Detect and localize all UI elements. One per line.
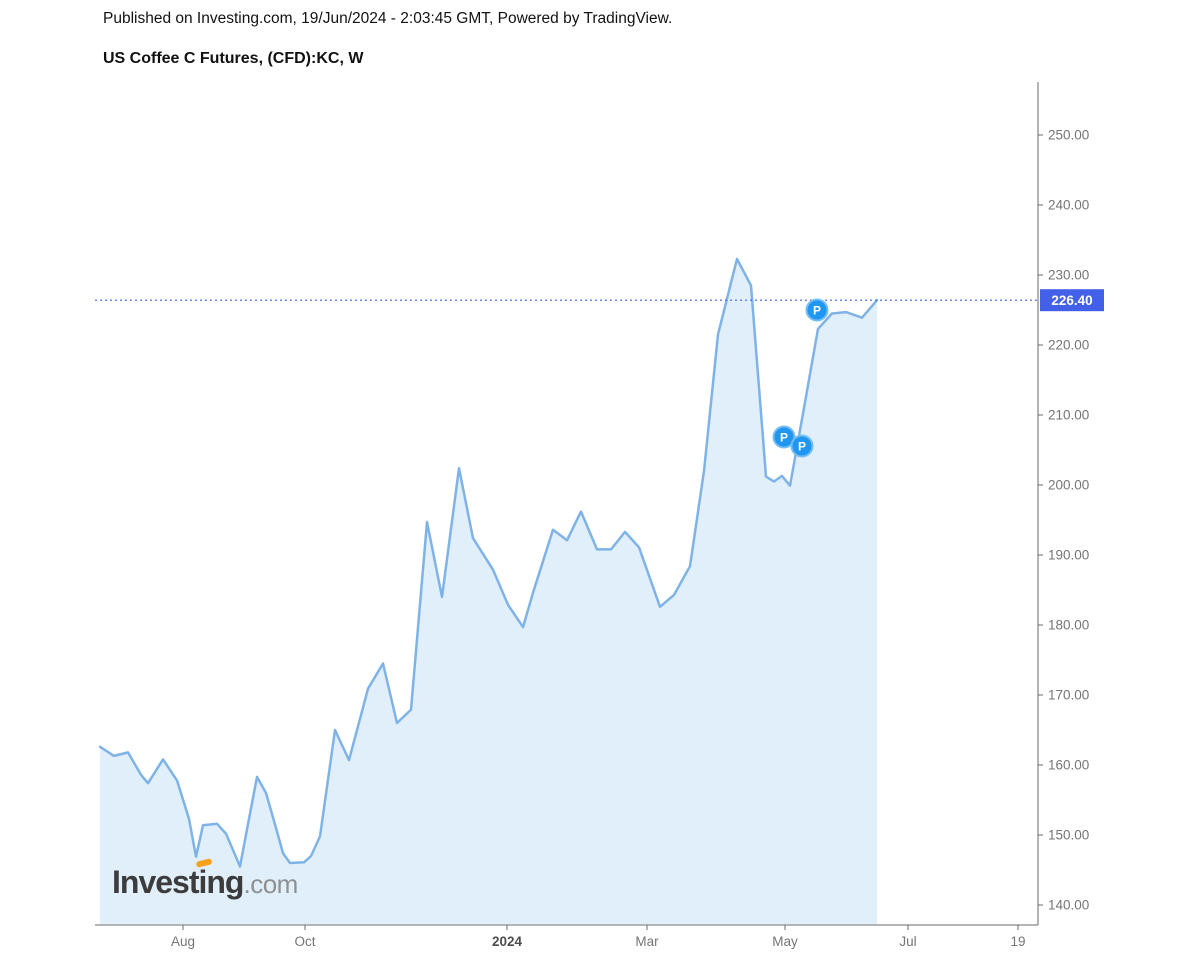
y-tick-label: 170.00 (1048, 688, 1089, 703)
y-tick-label: 200.00 (1048, 478, 1089, 493)
x-tick-label: May (772, 934, 798, 949)
svg-text:226.40: 226.40 (1051, 293, 1092, 308)
x-tick-label: 19 (1010, 934, 1025, 949)
y-tick-label: 190.00 (1048, 548, 1089, 563)
y-tick-label: 240.00 (1048, 198, 1089, 213)
y-tick-label: 250.00 (1048, 128, 1089, 143)
x-tick-label: 2024 (492, 934, 523, 949)
event-marker-p[interactable]: P (790, 434, 814, 458)
investing-logo-text: Investing (112, 864, 244, 900)
area-fill (100, 258, 877, 924)
svg-text:P: P (813, 304, 821, 318)
y-tick-label: 230.00 (1048, 268, 1089, 283)
y-tick-label: 220.00 (1048, 338, 1089, 353)
y-tick-label: 180.00 (1048, 618, 1089, 633)
chart-title: US Coffee C Futures, (CFD):KC, W (103, 50, 364, 67)
event-marker-p[interactable]: P (805, 298, 829, 322)
x-tick-label: Oct (294, 934, 315, 949)
published-line: Published on Investing.com, 19/Jun/2024 … (103, 10, 673, 27)
x-tick-label: Jul (899, 934, 916, 949)
price-series-line (98, 257, 879, 868)
investing-watermark: Investing.com (112, 858, 298, 901)
y-tick-label: 210.00 (1048, 408, 1089, 423)
investing-logo-suffix: .com (243, 869, 298, 899)
y-tick-label: 160.00 (1048, 758, 1089, 773)
svg-text:P: P (798, 440, 806, 454)
x-tick-label: Mar (635, 934, 659, 949)
current-price-badge: 226.40 (1040, 289, 1104, 312)
y-tick-label: 150.00 (1048, 828, 1089, 843)
event-marker-p[interactable]: P (772, 425, 796, 449)
y-tick-label: 140.00 (1048, 898, 1089, 913)
svg-text:P: P (780, 431, 788, 445)
x-tick-label: Aug (171, 934, 195, 949)
